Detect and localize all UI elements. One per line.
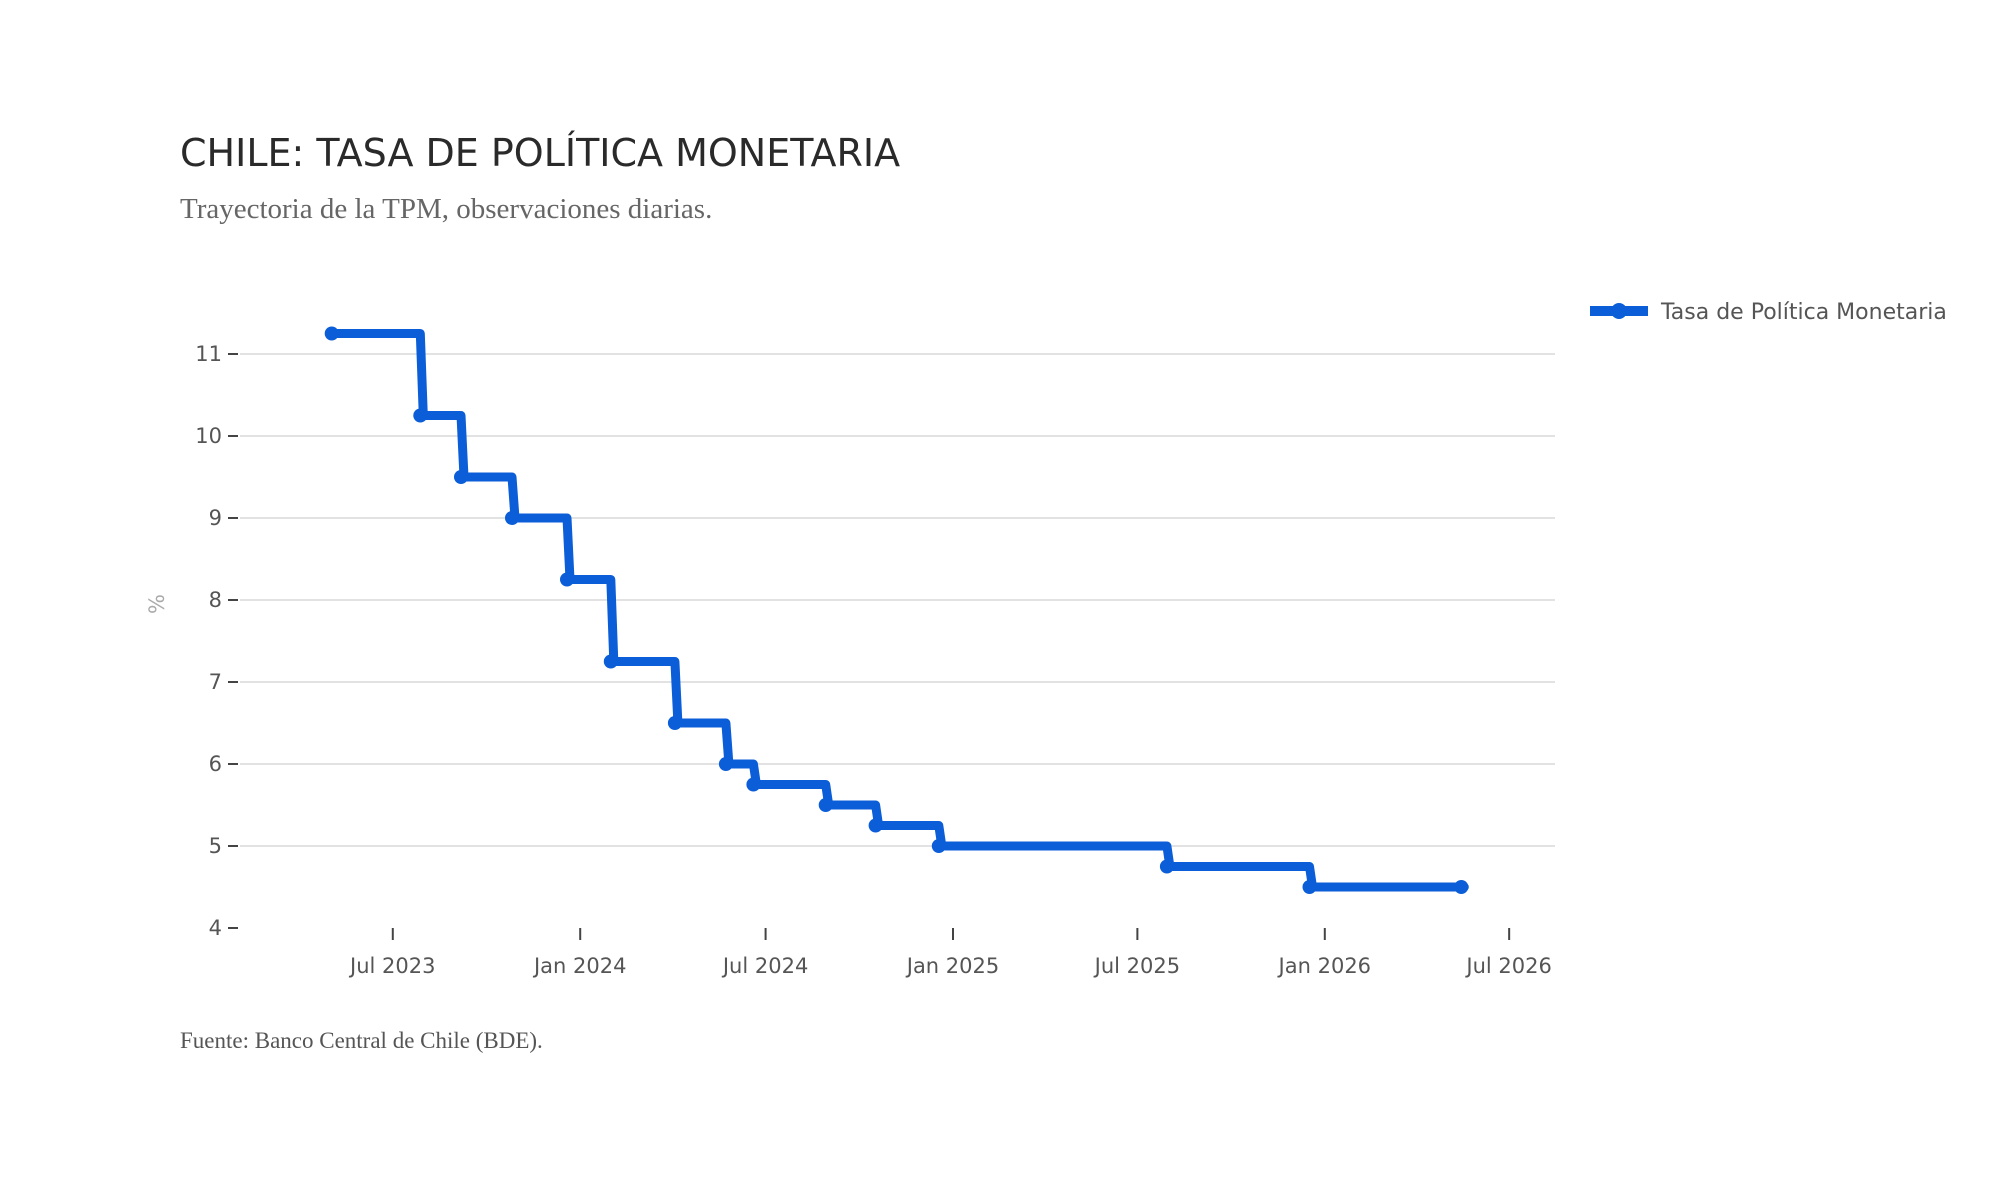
x-tick-label: Jul 2023 <box>348 954 435 978</box>
data-point[interactable] <box>1159 859 1174 874</box>
data-point[interactable] <box>931 839 946 853</box>
chart-source: Fuente: Banco Central de Chile (BDE). <box>180 1028 543 1053</box>
x-tick-label: Jan 2024 <box>532 954 627 978</box>
y-tick-label: 10 <box>195 424 222 448</box>
data-point[interactable] <box>603 654 618 669</box>
y-tick-label: 8 <box>209 588 222 612</box>
data-point[interactable] <box>667 716 682 730</box>
y-tick-label: 5 <box>209 834 222 858</box>
data-point[interactable] <box>454 470 468 484</box>
data-point[interactable] <box>505 511 519 525</box>
chart-title: CHILE: TASA DE POLÍTICA MONETARIA <box>180 131 900 175</box>
x-tick-label: Jul 2026 <box>1464 954 1551 978</box>
x-axis: Jul 2023 Jan 2024 Jul 2024 Jan 2025 Jul 2025… <box>348 928 1552 978</box>
data-point[interactable] <box>560 572 574 587</box>
x-tick-label: Jan 2026 <box>1277 954 1372 978</box>
y-axis-title: % <box>145 594 169 614</box>
data-point[interactable] <box>1302 880 1317 894</box>
chart-subtitle: Trayectoria de la TPM, observaciones dia… <box>180 193 712 225</box>
data-point[interactable] <box>868 818 883 833</box>
y-tick-label: 6 <box>209 752 222 776</box>
legend-label: Tasa de Política Monetaria <box>1660 300 1947 325</box>
data-point[interactable] <box>746 777 761 792</box>
y-tick-label: 11 <box>195 342 222 366</box>
data-point[interactable] <box>818 798 833 812</box>
x-tick-label: Jul 2024 <box>721 954 808 978</box>
x-tick-label: Jul 2025 <box>1093 954 1180 978</box>
x-tick-label: Jan 2025 <box>905 954 1000 978</box>
y-tick-label: 7 <box>209 670 222 694</box>
y-tick-label: 9 <box>209 506 222 530</box>
data-point[interactable] <box>413 408 428 423</box>
series-line <box>327 329 1469 892</box>
data-point[interactable] <box>718 757 733 771</box>
grid-lines <box>240 353 1555 847</box>
legend-marker <box>1611 303 1627 319</box>
y-axis: 4 5 6 7 8 9 10 11 <box>195 342 238 940</box>
y-tick-label: 4 <box>209 916 222 940</box>
series-layer <box>324 326 1469 894</box>
legend[interactable]: Tasa de Política Monetaria <box>1590 300 1947 325</box>
data-point[interactable] <box>1454 880 1469 894</box>
data-point[interactable] <box>324 326 339 341</box>
